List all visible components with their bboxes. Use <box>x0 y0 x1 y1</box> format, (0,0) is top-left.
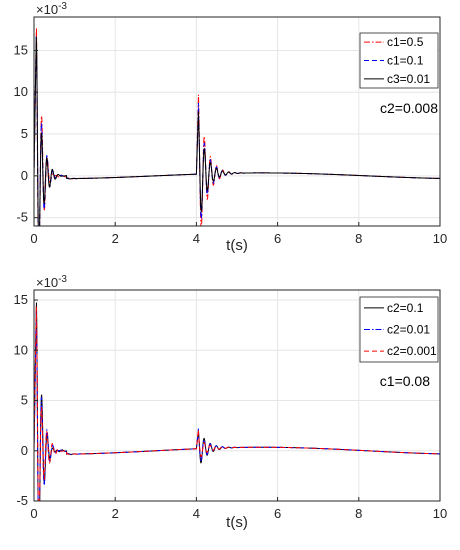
y-tick-label: 10 <box>14 84 28 99</box>
y-tick-label: 0 <box>21 443 28 458</box>
parameter-annotation: c2=0.008 <box>380 100 438 116</box>
x-axis-label: t(s) <box>226 237 248 254</box>
y-tick-label: 5 <box>21 126 28 141</box>
y-tick-label: 5 <box>21 393 28 408</box>
y-tick-label: 0 <box>21 168 28 183</box>
x-tick-label: 4 <box>193 231 200 246</box>
series-line-2 <box>34 36 440 226</box>
x-axis-label: t(s) <box>226 514 248 531</box>
x-tick-label: 6 <box>274 506 281 521</box>
x-tick-label: 8 <box>355 231 362 246</box>
x-tick-label: 6 <box>274 231 281 246</box>
y-tick-label: -5 <box>16 210 28 225</box>
y-tick-label: 15 <box>14 42 28 57</box>
legend-label-0: c2=0.1 <box>387 301 424 315</box>
legend-label-2: c3=0.01 <box>387 72 430 86</box>
x-tick-label: 0 <box>30 506 37 521</box>
legend-label-0: c1=0.5 <box>387 35 424 49</box>
legend-label-1: c1=0.1 <box>387 54 424 68</box>
y-tick-label: 15 <box>14 292 28 307</box>
x-tick-label: 8 <box>355 506 362 521</box>
y-exponent-label: ×10-3 <box>36 1 67 17</box>
x-tick-label: 4 <box>193 506 200 521</box>
x-tick-label: 10 <box>433 231 447 246</box>
y-tick-label: 10 <box>14 342 28 357</box>
x-tick-label: 10 <box>433 506 447 521</box>
legend-label-1: c2=0.01 <box>387 323 430 337</box>
axes-box <box>33 16 441 227</box>
legend-label-2: c2=0.001 <box>387 344 437 358</box>
x-tick-label: 2 <box>112 506 119 521</box>
plot-top: 0 2 4 6 8 10-5051015×10-3t(s)c1=0.5c1=0.1c3=0… <box>14 1 448 254</box>
axes-box <box>33 289 441 502</box>
parameter-annotation: c1=0.08 <box>380 373 430 389</box>
series-line-2 <box>34 306 440 501</box>
y-tick-label: -5 <box>16 493 28 508</box>
x-tick-label: 0 <box>30 231 37 246</box>
y-exponent-label: ×10-3 <box>36 274 67 290</box>
plot-bottom: 0 2 4 6 8 10-5051015×10-3t(s)c2=0.1c2=0.01c2=… <box>14 274 448 531</box>
x-tick-label: 2 <box>112 231 119 246</box>
